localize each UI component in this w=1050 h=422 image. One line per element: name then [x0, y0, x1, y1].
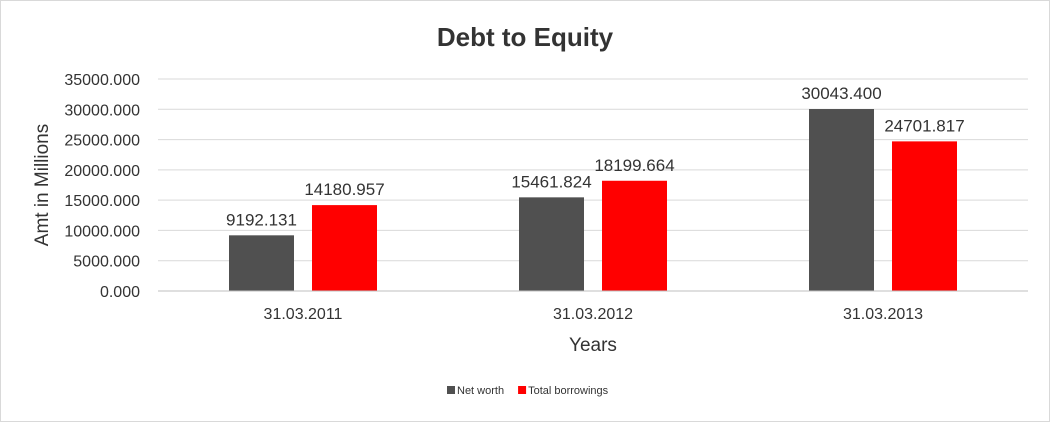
- x-tick-label: 31.03.2011: [264, 306, 343, 323]
- data-label: 18199.664: [594, 156, 674, 175]
- bar-net-worth: [809, 109, 874, 292]
- data-label: 9192.131: [226, 210, 297, 229]
- chart-title: Debt to Equity: [437, 22, 614, 52]
- legend-label: Total borrowings: [528, 385, 609, 397]
- y-tick-label: 25000.000: [64, 133, 140, 150]
- x-axis-ticks: 31.03.2011 31.03.2012 31.03.2013: [264, 306, 924, 323]
- bar-total-borrowings: [312, 205, 377, 291]
- y-tick-label: 5000.000: [73, 254, 140, 271]
- y-tick-label: 20000.000: [64, 163, 140, 180]
- x-tick-label: 31.03.2012: [553, 306, 633, 323]
- y-tick-label: 35000.000: [64, 72, 140, 89]
- y-tick-label: 0.000: [100, 284, 140, 301]
- bar-net-worth: [229, 235, 294, 291]
- bar-net-worth: [519, 197, 584, 291]
- y-tick-label: 10000.000: [64, 223, 140, 240]
- gridlines: [158, 78, 1028, 262]
- bars: [229, 109, 957, 292]
- data-label: 15461.824: [511, 172, 591, 191]
- bar-total-borrowings: [602, 180, 667, 291]
- data-label: 30043.400: [801, 84, 881, 103]
- data-label: 24701.817: [884, 116, 964, 135]
- legend-swatch: [518, 386, 527, 394]
- legend-label: Net worth: [457, 385, 504, 397]
- bar-total-borrowings: [892, 141, 957, 291]
- y-tick-label: 30000.000: [64, 102, 140, 119]
- y-tick-label: 15000.000: [64, 193, 140, 210]
- legend: Net worth Total borrowings: [447, 385, 609, 397]
- y-axis-ticks: 0.000 5000.000 10000.000 15000.000 20000.000…: [64, 72, 140, 301]
- legend-swatch: [447, 386, 455, 394]
- x-tick-label: 31.03.2013: [843, 306, 923, 323]
- y-axis-title: Amt in Millions: [32, 124, 53, 246]
- x-axis-title: Years: [569, 335, 617, 356]
- data-label: 14180.957: [304, 180, 384, 199]
